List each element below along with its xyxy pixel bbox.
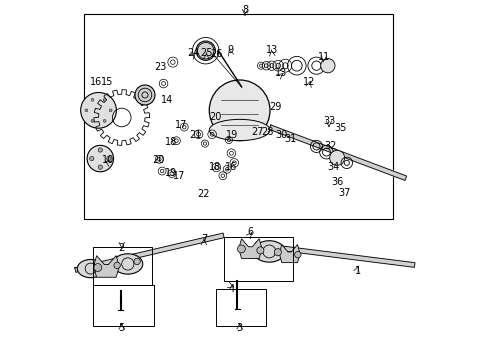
Circle shape — [134, 258, 140, 265]
Circle shape — [209, 80, 270, 141]
Bar — [84, 14, 393, 219]
Circle shape — [91, 98, 94, 101]
Circle shape — [90, 157, 94, 161]
Circle shape — [294, 251, 301, 258]
Text: 8: 8 — [242, 5, 248, 15]
Text: 3: 3 — [237, 323, 243, 333]
Text: 19: 19 — [165, 168, 177, 178]
Text: 28: 28 — [261, 127, 273, 137]
Polygon shape — [269, 125, 407, 180]
Text: 20: 20 — [210, 112, 222, 122]
Ellipse shape — [113, 254, 143, 274]
Text: 31: 31 — [285, 134, 297, 144]
Circle shape — [85, 109, 88, 112]
Text: 9: 9 — [227, 45, 233, 55]
Bar — [223, 237, 293, 281]
Circle shape — [114, 262, 121, 269]
Circle shape — [98, 165, 102, 169]
Text: 13: 13 — [274, 68, 287, 78]
Circle shape — [257, 247, 264, 254]
Bar — [93, 247, 152, 285]
Ellipse shape — [253, 241, 285, 262]
Text: 30: 30 — [275, 130, 288, 140]
Text: 2: 2 — [119, 243, 125, 253]
Text: 24: 24 — [187, 48, 199, 58]
Circle shape — [103, 98, 106, 101]
Text: 15: 15 — [101, 77, 114, 87]
Text: 26: 26 — [210, 49, 222, 59]
Text: 27: 27 — [251, 127, 264, 137]
Polygon shape — [75, 233, 224, 272]
Text: 19: 19 — [226, 130, 238, 140]
Text: 14: 14 — [161, 95, 173, 105]
Text: 16: 16 — [90, 77, 102, 87]
Text: 1: 1 — [354, 266, 361, 276]
Text: 16: 16 — [225, 162, 238, 172]
Circle shape — [94, 264, 102, 271]
Circle shape — [196, 41, 215, 60]
Circle shape — [107, 157, 111, 161]
Text: 33: 33 — [323, 116, 335, 126]
Ellipse shape — [77, 260, 104, 278]
Text: 18: 18 — [209, 162, 221, 172]
Circle shape — [109, 109, 112, 112]
Text: 17: 17 — [175, 120, 188, 130]
Text: 4: 4 — [228, 284, 235, 294]
Text: 34: 34 — [327, 162, 340, 172]
Text: 21: 21 — [189, 130, 201, 140]
Text: 25: 25 — [200, 48, 213, 58]
Text: 32: 32 — [324, 141, 337, 151]
Text: 10: 10 — [102, 156, 115, 165]
Text: 11: 11 — [318, 52, 330, 62]
Text: 29: 29 — [269, 102, 282, 112]
Circle shape — [98, 148, 102, 152]
Circle shape — [103, 120, 106, 122]
Circle shape — [238, 245, 245, 253]
Text: 18: 18 — [165, 138, 177, 148]
Text: 12: 12 — [303, 77, 316, 87]
Circle shape — [87, 145, 114, 172]
Text: 35: 35 — [335, 123, 347, 133]
Text: 7: 7 — [201, 234, 207, 244]
Polygon shape — [239, 239, 262, 258]
Text: 13: 13 — [266, 45, 278, 55]
Circle shape — [135, 85, 155, 105]
Bar — [217, 289, 267, 327]
Circle shape — [321, 59, 335, 73]
Polygon shape — [94, 256, 119, 277]
Text: 23: 23 — [154, 63, 167, 72]
Ellipse shape — [209, 120, 270, 141]
Polygon shape — [279, 244, 300, 263]
Text: 37: 37 — [338, 188, 350, 198]
Text: 5: 5 — [119, 323, 125, 333]
Circle shape — [81, 93, 117, 128]
Circle shape — [330, 150, 344, 165]
Text: 17: 17 — [173, 171, 185, 181]
Text: 20: 20 — [152, 156, 165, 165]
Circle shape — [274, 249, 281, 256]
Bar — [93, 285, 154, 327]
Polygon shape — [255, 243, 415, 267]
Circle shape — [91, 120, 94, 122]
Text: 6: 6 — [247, 227, 253, 237]
Text: 36: 36 — [331, 177, 343, 187]
Text: 22: 22 — [197, 189, 210, 199]
